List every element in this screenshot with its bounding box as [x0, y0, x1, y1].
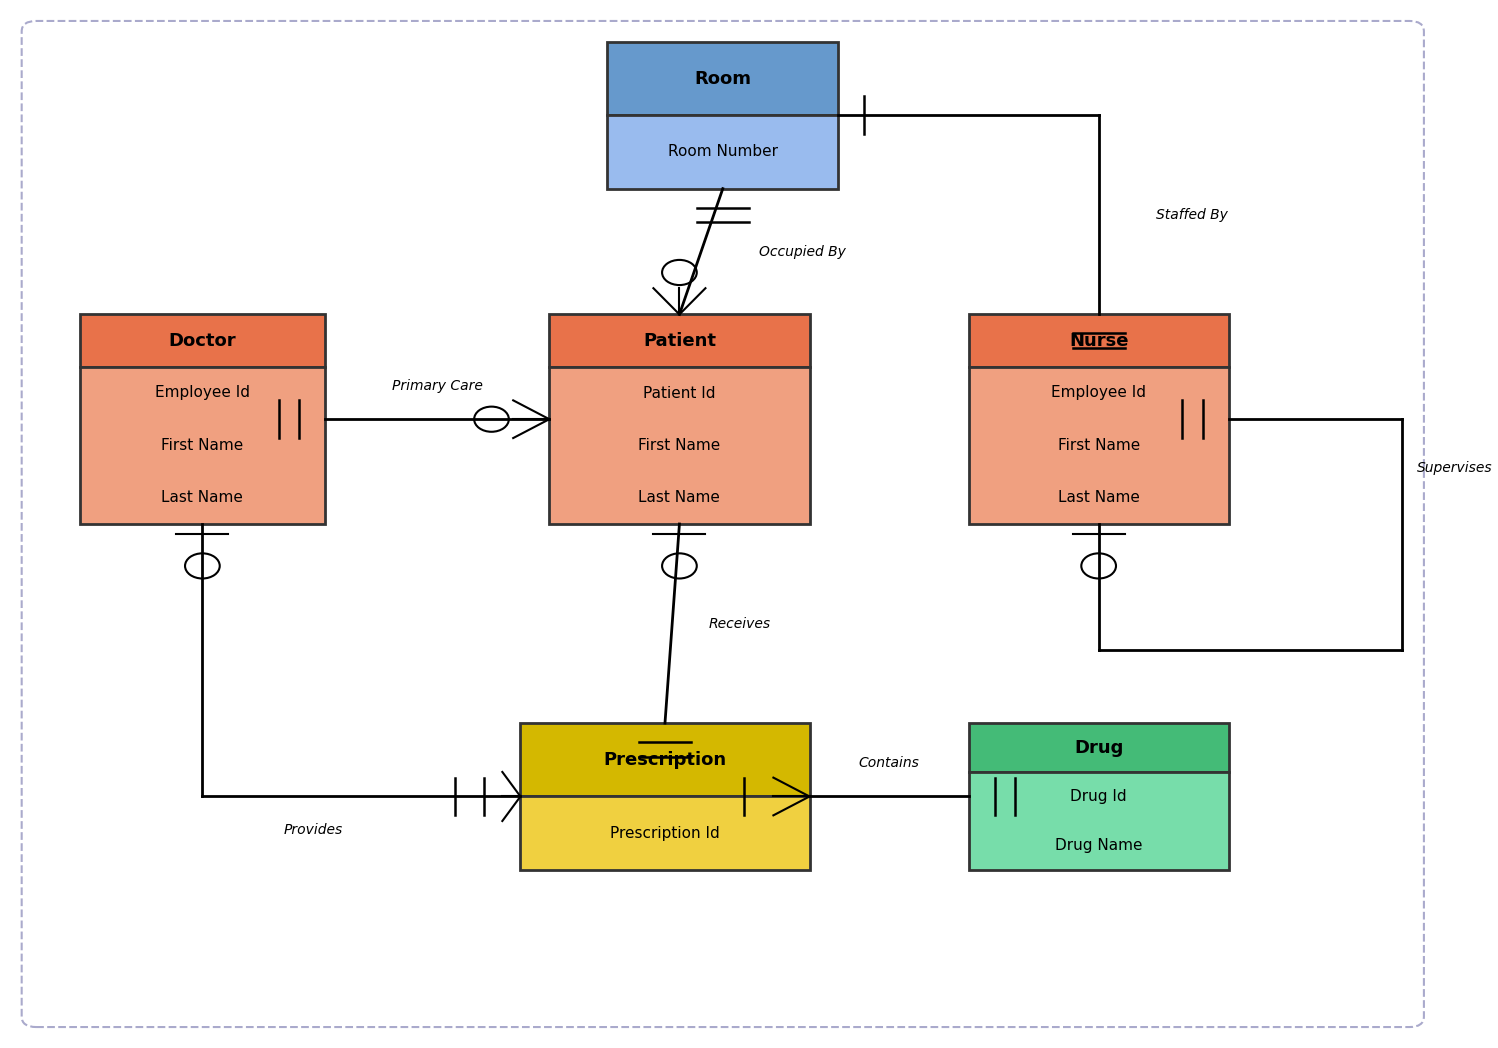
FancyBboxPatch shape — [550, 314, 809, 367]
FancyBboxPatch shape — [607, 115, 839, 189]
Text: Drug Name: Drug Name — [1055, 838, 1143, 853]
Text: Last Name: Last Name — [638, 490, 721, 505]
Text: Employee Id: Employee Id — [1052, 386, 1146, 400]
Text: Room Number: Room Number — [668, 145, 777, 159]
Text: First Name: First Name — [638, 438, 721, 453]
Text: Employee Id: Employee Id — [154, 386, 250, 400]
Text: Doctor: Doctor — [169, 331, 237, 350]
Text: Provides: Provides — [285, 823, 343, 836]
Text: Receives: Receives — [709, 616, 770, 631]
Text: Last Name: Last Name — [1058, 490, 1140, 505]
FancyBboxPatch shape — [550, 367, 809, 524]
Text: Room: Room — [694, 69, 752, 88]
FancyBboxPatch shape — [79, 314, 325, 367]
Text: Nurse: Nurse — [1070, 331, 1128, 350]
Text: First Name: First Name — [162, 438, 244, 453]
Text: Occupied By: Occupied By — [759, 244, 846, 259]
Text: Patient Id: Patient Id — [643, 386, 716, 400]
Text: First Name: First Name — [1058, 438, 1140, 453]
Text: Contains: Contains — [858, 757, 920, 770]
Text: Primary Care: Primary Care — [392, 379, 482, 393]
Text: Prescription: Prescription — [604, 750, 727, 769]
Text: Last Name: Last Name — [162, 490, 243, 505]
FancyBboxPatch shape — [969, 723, 1228, 772]
Text: Staffed By: Staffed By — [1156, 208, 1228, 222]
Text: Drug Id: Drug Id — [1071, 789, 1126, 804]
Text: Drug: Drug — [1074, 739, 1124, 757]
FancyBboxPatch shape — [969, 314, 1228, 367]
FancyBboxPatch shape — [969, 772, 1228, 870]
FancyBboxPatch shape — [520, 723, 809, 796]
Text: Patient: Patient — [643, 331, 716, 350]
FancyBboxPatch shape — [520, 796, 809, 870]
FancyBboxPatch shape — [969, 367, 1228, 524]
Text: Prescription Id: Prescription Id — [610, 826, 721, 840]
FancyBboxPatch shape — [607, 42, 839, 115]
FancyBboxPatch shape — [79, 367, 325, 524]
Text: Supervises: Supervises — [1417, 461, 1492, 475]
